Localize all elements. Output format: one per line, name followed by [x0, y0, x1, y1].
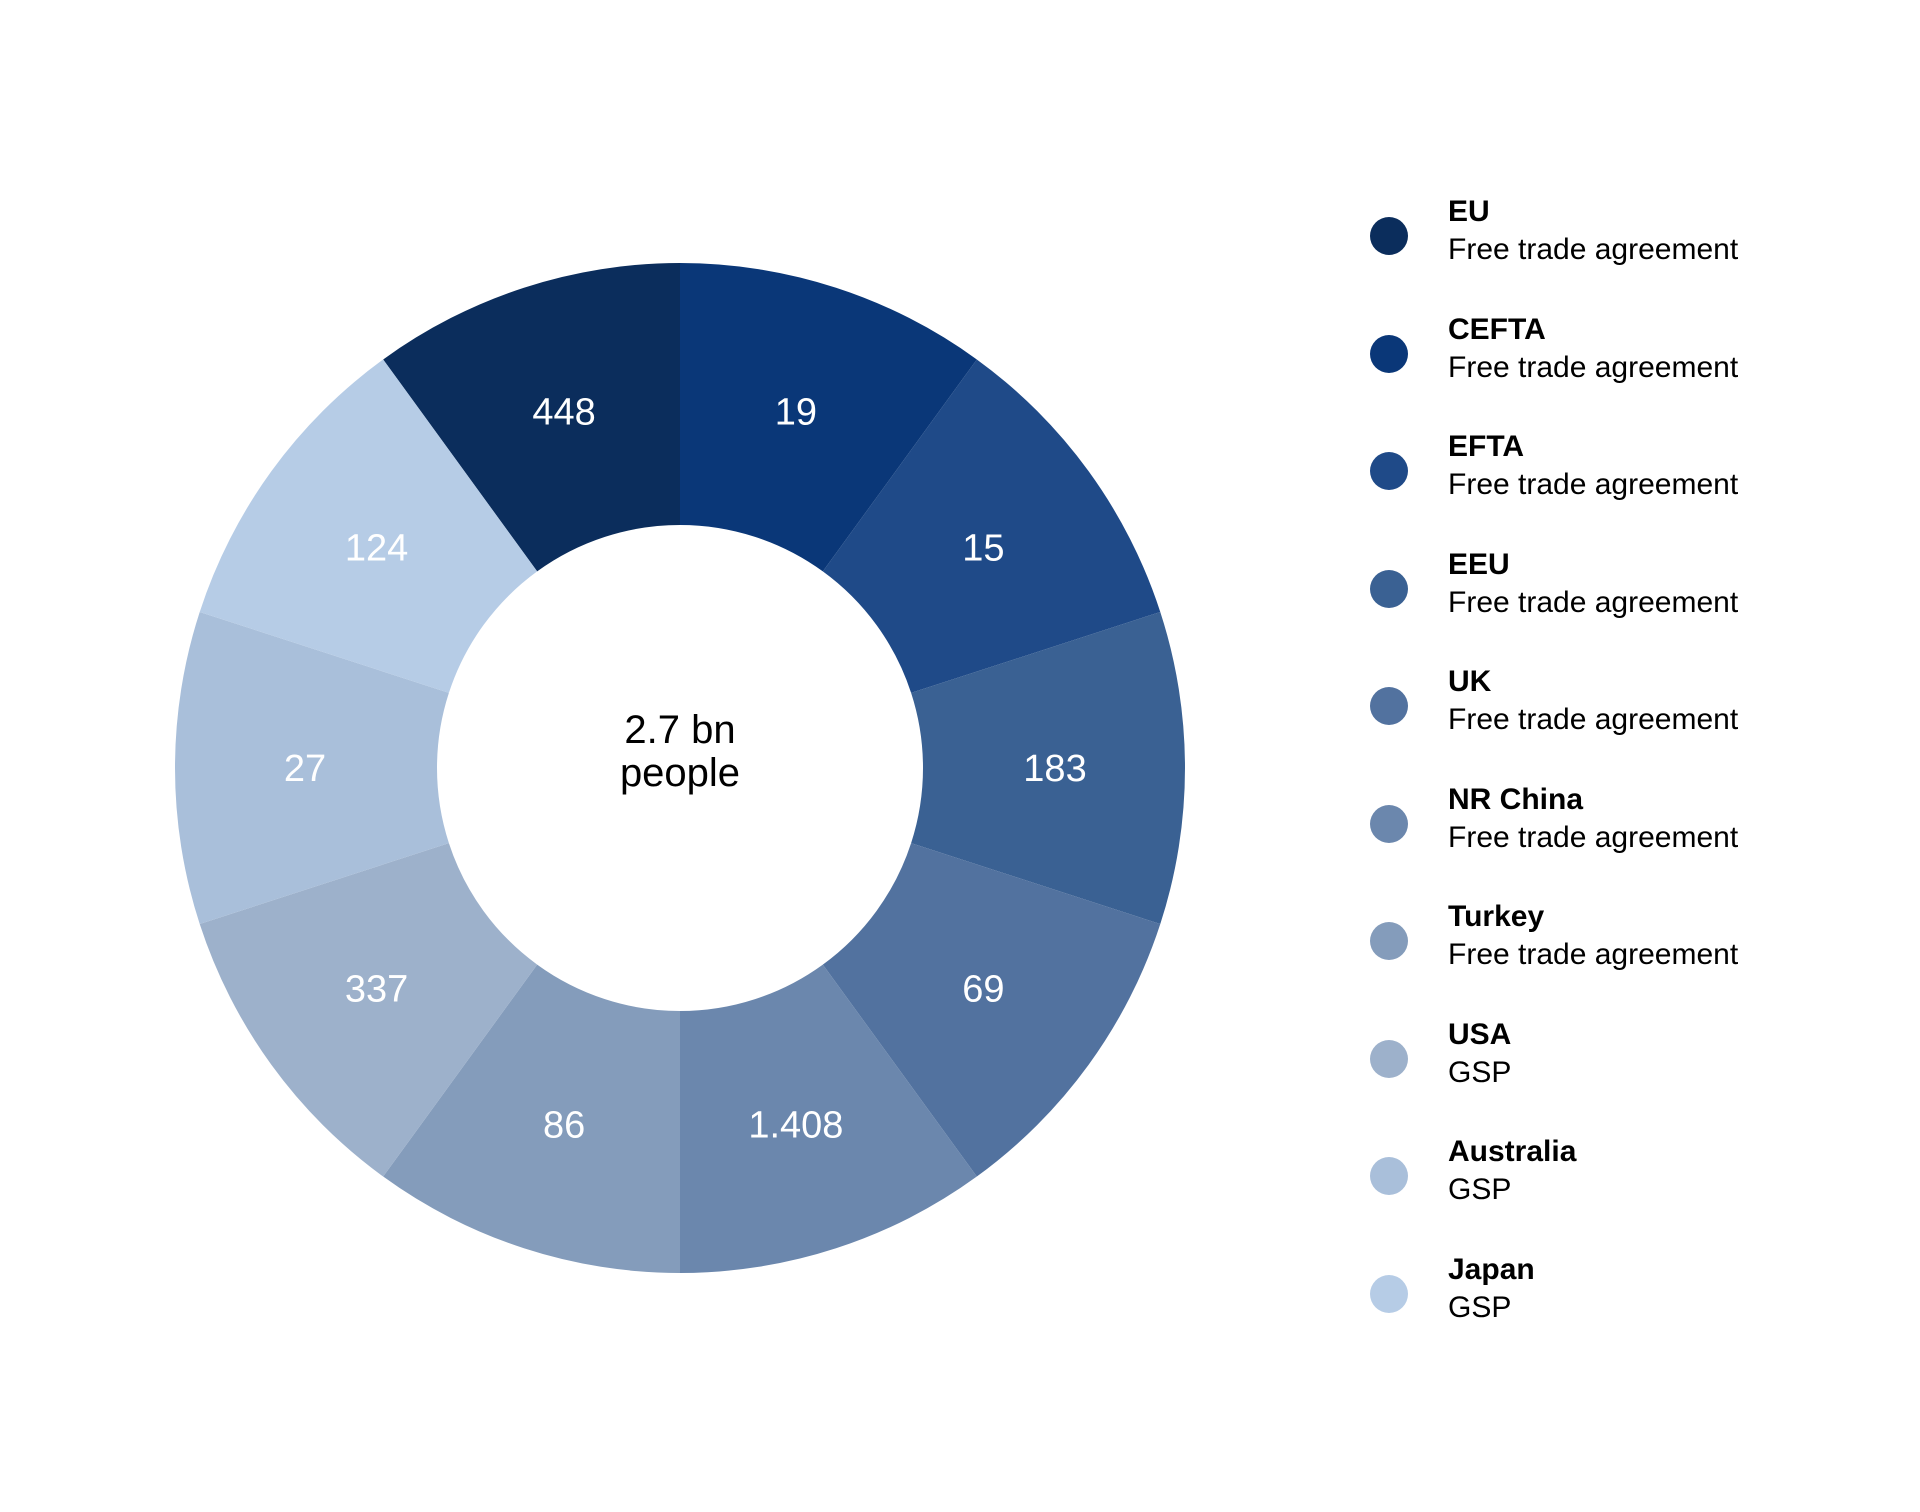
- slice-label-usa: 337: [345, 968, 408, 1010]
- legend-name: CEFTA: [1448, 312, 1546, 346]
- slice-label-uk: 69: [962, 968, 1004, 1010]
- legend-item: USA GSP: [1370, 1018, 1890, 1136]
- slice-label-cefta: 19: [775, 391, 817, 433]
- legend-swatch-icon: [1370, 1157, 1408, 1195]
- legend-item: Turkey Free trade agreement: [1370, 900, 1890, 1018]
- slice-eeu: [911, 611, 1185, 925]
- legend-item: EEU Free trade agreement: [1370, 548, 1890, 666]
- slice-turkey: [383, 964, 680, 1273]
- legend-name: EEU: [1448, 547, 1510, 581]
- legend-item: UK Free trade agreement: [1370, 665, 1890, 783]
- legend-name: UK: [1448, 665, 1492, 698]
- slice-label-eeu: 183: [1023, 748, 1086, 790]
- slice-labels: 448 19 15 183 69 1.408 86 337 27 124: [284, 391, 1087, 1146]
- slice-eu: [383, 263, 680, 572]
- legend-item: NR China Free trade agreement: [1370, 783, 1890, 901]
- slice-usa: [199, 843, 538, 1177]
- legend-type: Free trade agreement: [1448, 350, 1739, 384]
- legend-item: EU Free trade agreement: [1370, 195, 1890, 313]
- legend-name: Japan: [1448, 1252, 1535, 1286]
- legend-swatch-icon: [1370, 804, 1408, 843]
- legend-type: GSP: [1448, 1290, 1512, 1324]
- legend-swatch-icon: [1370, 922, 1408, 960]
- slice-label-eu: 448: [532, 391, 595, 433]
- legend-item: Australia GSP: [1370, 1135, 1890, 1253]
- slice-australia: [175, 611, 449, 925]
- legend-type: Free trade agreement: [1448, 938, 1739, 971]
- legend-name: USA: [1448, 1017, 1512, 1051]
- legend-type: Free trade agreement: [1448, 468, 1739, 501]
- center-label-line-2: people: [620, 751, 740, 795]
- legend-swatch-icon: [1370, 687, 1408, 725]
- legend-type: Free trade agreement: [1448, 585, 1739, 619]
- legend-type: GSP: [1448, 1173, 1512, 1206]
- slice-label-efta: 15: [962, 528, 1004, 570]
- legend-type: Free trade agreement: [1448, 233, 1739, 266]
- legend-name: EFTA: [1448, 430, 1525, 463]
- legend-name: Turkey: [1448, 900, 1545, 933]
- legend-type: Free trade agreement: [1448, 703, 1739, 736]
- slice-label-australia: 27: [284, 748, 326, 790]
- center-label-line-1: 2.7 bn: [624, 708, 735, 752]
- slice-label-nr-china: 1.408: [748, 1105, 843, 1147]
- legend-item: EFTA Free trade agreement: [1370, 430, 1890, 548]
- slice-cefta: [680, 263, 977, 572]
- legend-swatch-icon: [1370, 217, 1408, 255]
- legend-swatch-icon: [1370, 452, 1408, 490]
- legend-name: NR China: [1448, 782, 1583, 816]
- legend-type: Free trade agreement: [1448, 820, 1739, 854]
- legend-type: GSP: [1448, 1055, 1512, 1089]
- legend: EU Free trade agreement CEFTA Free trade ag…: [1370, 195, 1890, 1370]
- slice-uk: [822, 843, 1161, 1177]
- legend-item: Japan GSP: [1370, 1253, 1890, 1371]
- slice-efta: [822, 359, 1161, 693]
- legend-swatch-icon: [1370, 1274, 1408, 1313]
- donut-slices: [175, 263, 1185, 1273]
- slice-label-japan: 124: [345, 528, 408, 570]
- legend-name: EU: [1448, 195, 1490, 228]
- legend-swatch-icon: [1370, 569, 1408, 608]
- legend-name: Australia: [1448, 1135, 1577, 1168]
- legend-item: CEFTA Free trade agreement: [1370, 313, 1890, 431]
- legend-swatch-icon: [1370, 334, 1408, 373]
- slice-label-turkey: 86: [543, 1105, 585, 1147]
- slice-japan: [199, 359, 538, 693]
- slice-nr-china: [680, 964, 977, 1273]
- legend-swatch-icon: [1370, 1039, 1408, 1078]
